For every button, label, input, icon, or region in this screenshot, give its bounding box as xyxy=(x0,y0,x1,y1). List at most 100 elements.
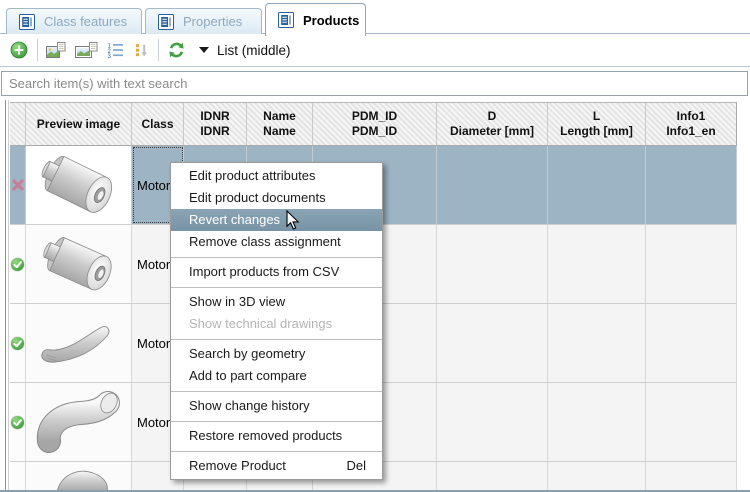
cell-length[interactable] xyxy=(548,304,646,382)
menu-item-edit-product-documents[interactable]: Edit product documents xyxy=(189,190,326,205)
column-header-diameter[interactable]: D Diameter [mm] xyxy=(437,103,548,145)
column-header-info1[interactable]: Info1 Info1_en xyxy=(646,103,737,145)
add-icon xyxy=(10,41,28,59)
cell-preview[interactable] xyxy=(26,383,132,461)
menu-separator xyxy=(171,286,382,288)
menu-item-remove-class-assignment[interactable]: Remove class assignment xyxy=(189,234,341,249)
tab-label: Properties xyxy=(183,14,243,29)
cell-status[interactable] xyxy=(10,146,26,224)
menu-item-show-technical-drawings: Show technical drawings xyxy=(189,316,333,331)
menu-item-revert-changes[interactable]: Revert changes xyxy=(171,209,382,231)
table-header-row: Preview image Class IDNR IDNR Name Name … xyxy=(10,102,737,146)
view-mode-dropdown[interactable]: List (middle) xyxy=(217,42,291,58)
toolbar-separator xyxy=(158,39,159,61)
form-icon xyxy=(19,13,35,30)
cell-length[interactable] xyxy=(548,383,646,461)
cell-diameter[interactable] xyxy=(437,225,548,303)
cell-preview[interactable] xyxy=(26,225,132,303)
partial-part-image xyxy=(56,470,108,490)
cell-preview[interactable] xyxy=(26,304,132,382)
cell-diameter[interactable] xyxy=(437,146,548,224)
cell-pdm-id[interactable] xyxy=(313,304,437,382)
context-menu: Edit product attributes Edit product doc… xyxy=(170,162,383,480)
column-header-status[interactable] xyxy=(10,103,26,145)
cell-info1[interactable] xyxy=(646,225,737,303)
refresh-icon xyxy=(169,42,184,58)
tab-class-features[interactable]: Class features xyxy=(6,8,142,34)
menu-item-show-change-history[interactable]: Show change history xyxy=(189,398,310,413)
cell-pdm-id[interactable] xyxy=(313,225,437,303)
cell-diameter[interactable] xyxy=(437,462,548,490)
add-product-button[interactable] xyxy=(8,39,30,61)
motor-part-image xyxy=(42,237,112,291)
column-header-idnr[interactable]: IDNR IDNR xyxy=(184,103,247,145)
tab-products[interactable]: Products xyxy=(265,3,366,36)
numbered-list-button[interactable]: 1 2 3 xyxy=(105,40,126,60)
cell-pdm-id[interactable] xyxy=(313,383,437,461)
cell-diameter[interactable] xyxy=(437,304,548,382)
cell-preview[interactable] xyxy=(26,146,132,224)
cell-status[interactable] xyxy=(10,304,26,382)
numbered-list-icon: 1 2 3 xyxy=(108,44,123,58)
cell-info1[interactable] xyxy=(646,146,737,224)
column-header-name[interactable]: Name Name xyxy=(247,103,313,145)
menu-item-edit-product-attributes[interactable]: Edit product attributes xyxy=(189,168,316,183)
menu-separator xyxy=(171,256,382,258)
column-header-class[interactable]: Class xyxy=(132,103,184,145)
menu-separator xyxy=(171,390,382,392)
export-image-icon xyxy=(75,41,98,58)
tab-label: Products xyxy=(303,12,360,28)
view-dropdown-caret-icon[interactable] xyxy=(199,47,209,53)
column-header-length[interactable]: L Length [mm] xyxy=(548,103,646,145)
svg-text:2: 2 xyxy=(108,49,112,55)
cell-pdm-id[interactable] xyxy=(313,462,437,490)
form-icon xyxy=(158,13,174,30)
curved-handle-image xyxy=(40,326,109,363)
cell-length[interactable] xyxy=(548,146,646,224)
menu-item-add-to-part-compare[interactable]: Add to part compare xyxy=(189,368,307,383)
menu-item-show-in-3d-view[interactable]: Show in 3D view xyxy=(189,294,286,309)
ok-check-icon xyxy=(10,414,25,430)
form-icon xyxy=(278,12,294,28)
toolbar: 1 2 3 xyxy=(0,34,750,67)
ok-check-icon xyxy=(10,256,25,272)
cell-info1[interactable] xyxy=(646,383,737,461)
menu-separator xyxy=(171,420,382,422)
ok-check-icon xyxy=(10,335,25,351)
menu-shortcut: Del xyxy=(346,458,366,473)
column-header-pdm-id[interactable]: PDM_ID PDM_ID xyxy=(313,103,437,145)
removed-x-icon xyxy=(11,179,24,191)
cell-length[interactable] xyxy=(548,225,646,303)
column-header-preview-image[interactable]: Preview image xyxy=(26,103,132,145)
svg-text:3: 3 xyxy=(108,54,112,58)
tab-properties[interactable]: Properties xyxy=(145,8,262,34)
motor-part-image xyxy=(41,155,112,213)
menu-item-search-by-geometry[interactable]: Search by geometry xyxy=(189,346,306,361)
menu-separator xyxy=(171,450,382,452)
cell-info1[interactable] xyxy=(646,304,737,382)
cell-status[interactable] xyxy=(10,383,26,461)
curved-elbow-image xyxy=(36,391,120,453)
tab-label: Class features xyxy=(44,14,128,29)
mouse-cursor-icon xyxy=(286,210,300,230)
import-image-icon xyxy=(46,41,66,58)
panel-bottom-border xyxy=(0,490,750,492)
cell-length[interactable] xyxy=(548,462,646,490)
cell-status[interactable] xyxy=(10,225,26,303)
search-input[interactable] xyxy=(1,71,748,96)
cell-status[interactable] xyxy=(10,462,26,490)
refresh-button[interactable] xyxy=(165,39,188,61)
menu-item-remove-product[interactable]: Remove Product Del xyxy=(171,455,382,477)
cell-diameter[interactable] xyxy=(437,383,548,461)
cell-preview[interactable] xyxy=(26,462,132,490)
panel-left-border xyxy=(5,100,6,490)
menu-item-import-products-from-csv[interactable]: Import products from CSV xyxy=(189,264,340,279)
sort-descending-icon xyxy=(136,44,147,57)
export-image-button[interactable] xyxy=(73,40,100,61)
menu-item-restore-removed-products[interactable]: Restore removed products xyxy=(189,428,343,443)
import-image-button[interactable] xyxy=(44,40,68,61)
cell-info1[interactable] xyxy=(646,462,737,490)
menu-separator xyxy=(171,338,382,340)
sort-button[interactable] xyxy=(131,40,151,60)
